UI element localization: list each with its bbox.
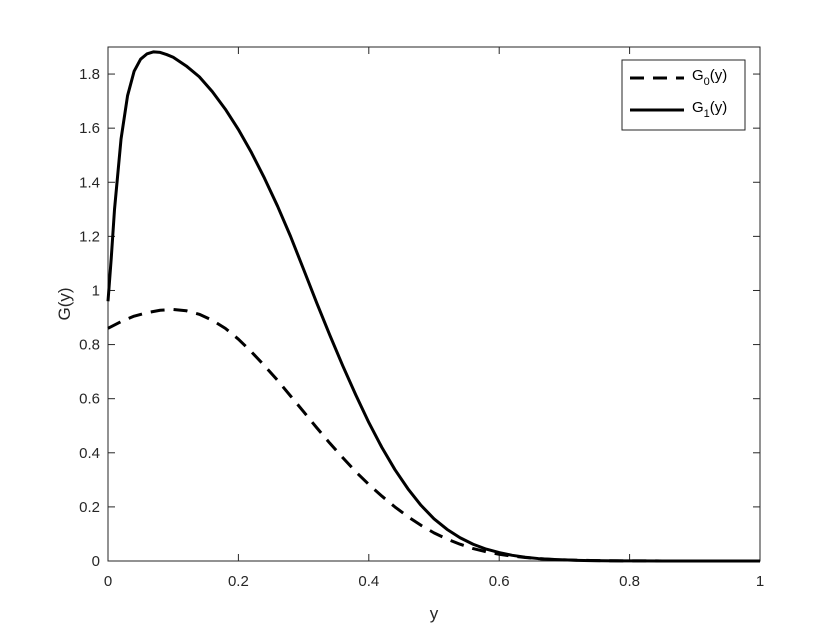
y-tick-label: 1.6 (79, 120, 100, 137)
series-line-g1 (106, 50, 760, 563)
x-tick-label: 0.6 (489, 573, 510, 590)
y-tick-label: 1.4 (79, 174, 100, 191)
x-tick-label: 0.2 (228, 573, 249, 590)
legend-label-subscript: 1 (704, 108, 710, 120)
series-line-g0 (107, 307, 761, 563)
x-tick-label: 0.8 (619, 573, 640, 590)
y-tick-label: 0 (92, 553, 100, 570)
x-tick-label: 1 (756, 573, 764, 590)
legend: G0(y)G1(y) (621, 59, 746, 131)
x-tick-label: 0 (104, 573, 112, 590)
legend-label-base: G (692, 67, 704, 84)
legend-label-tail: (y) (710, 99, 728, 116)
y-axis-label: G(y) (55, 287, 74, 320)
y-tick-label: 0.8 (79, 337, 100, 354)
y-tick-label: 1.2 (79, 228, 100, 245)
legend-label-subscript: 0 (704, 76, 710, 88)
y-tick-label: 0.6 (79, 391, 100, 408)
legend-label-tail: (y) (710, 67, 728, 84)
y-tick-label: 0.2 (79, 499, 100, 516)
legend-box (621, 59, 746, 131)
axis-ticks: 0 0.2 0.4 0.6 0.8 1 0 0.2 0.4 0.6 0.8 1 1.2 1.4 1.6 1.8 (79, 47, 764, 590)
legend-label: G1(y) (692, 99, 727, 120)
y-tick-label: 1 (92, 282, 100, 299)
y-tick-label: 1.8 (79, 66, 100, 83)
x-axis-label: y (430, 604, 439, 623)
y-tick-label: 0.4 (79, 445, 100, 462)
legend-label-base: G (692, 99, 704, 116)
series-layer (106, 50, 761, 563)
axes-frame (107, 46, 761, 562)
x-tick-label: 0.4 (358, 573, 379, 590)
legend-label: G0(y) (692, 67, 727, 88)
